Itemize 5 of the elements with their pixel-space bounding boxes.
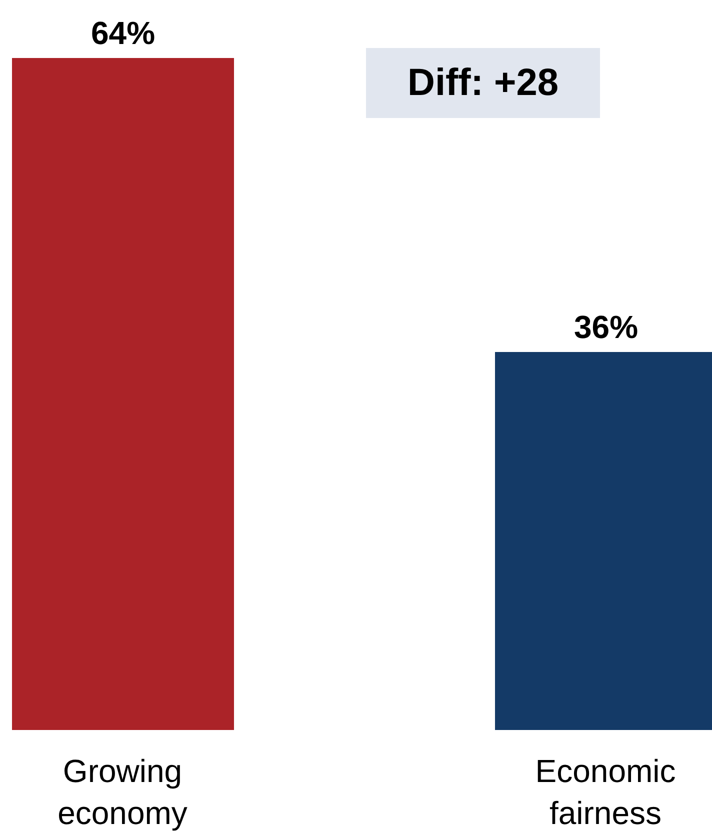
annotation: Diff: +28: [366, 48, 600, 118]
x-tick-label: Growing economy: [58, 753, 188, 831]
data-label: 64%: [90, 15, 156, 51]
data-label: 36%: [574, 309, 638, 345]
x-tick-label: Economic fairness: [535, 753, 676, 831]
